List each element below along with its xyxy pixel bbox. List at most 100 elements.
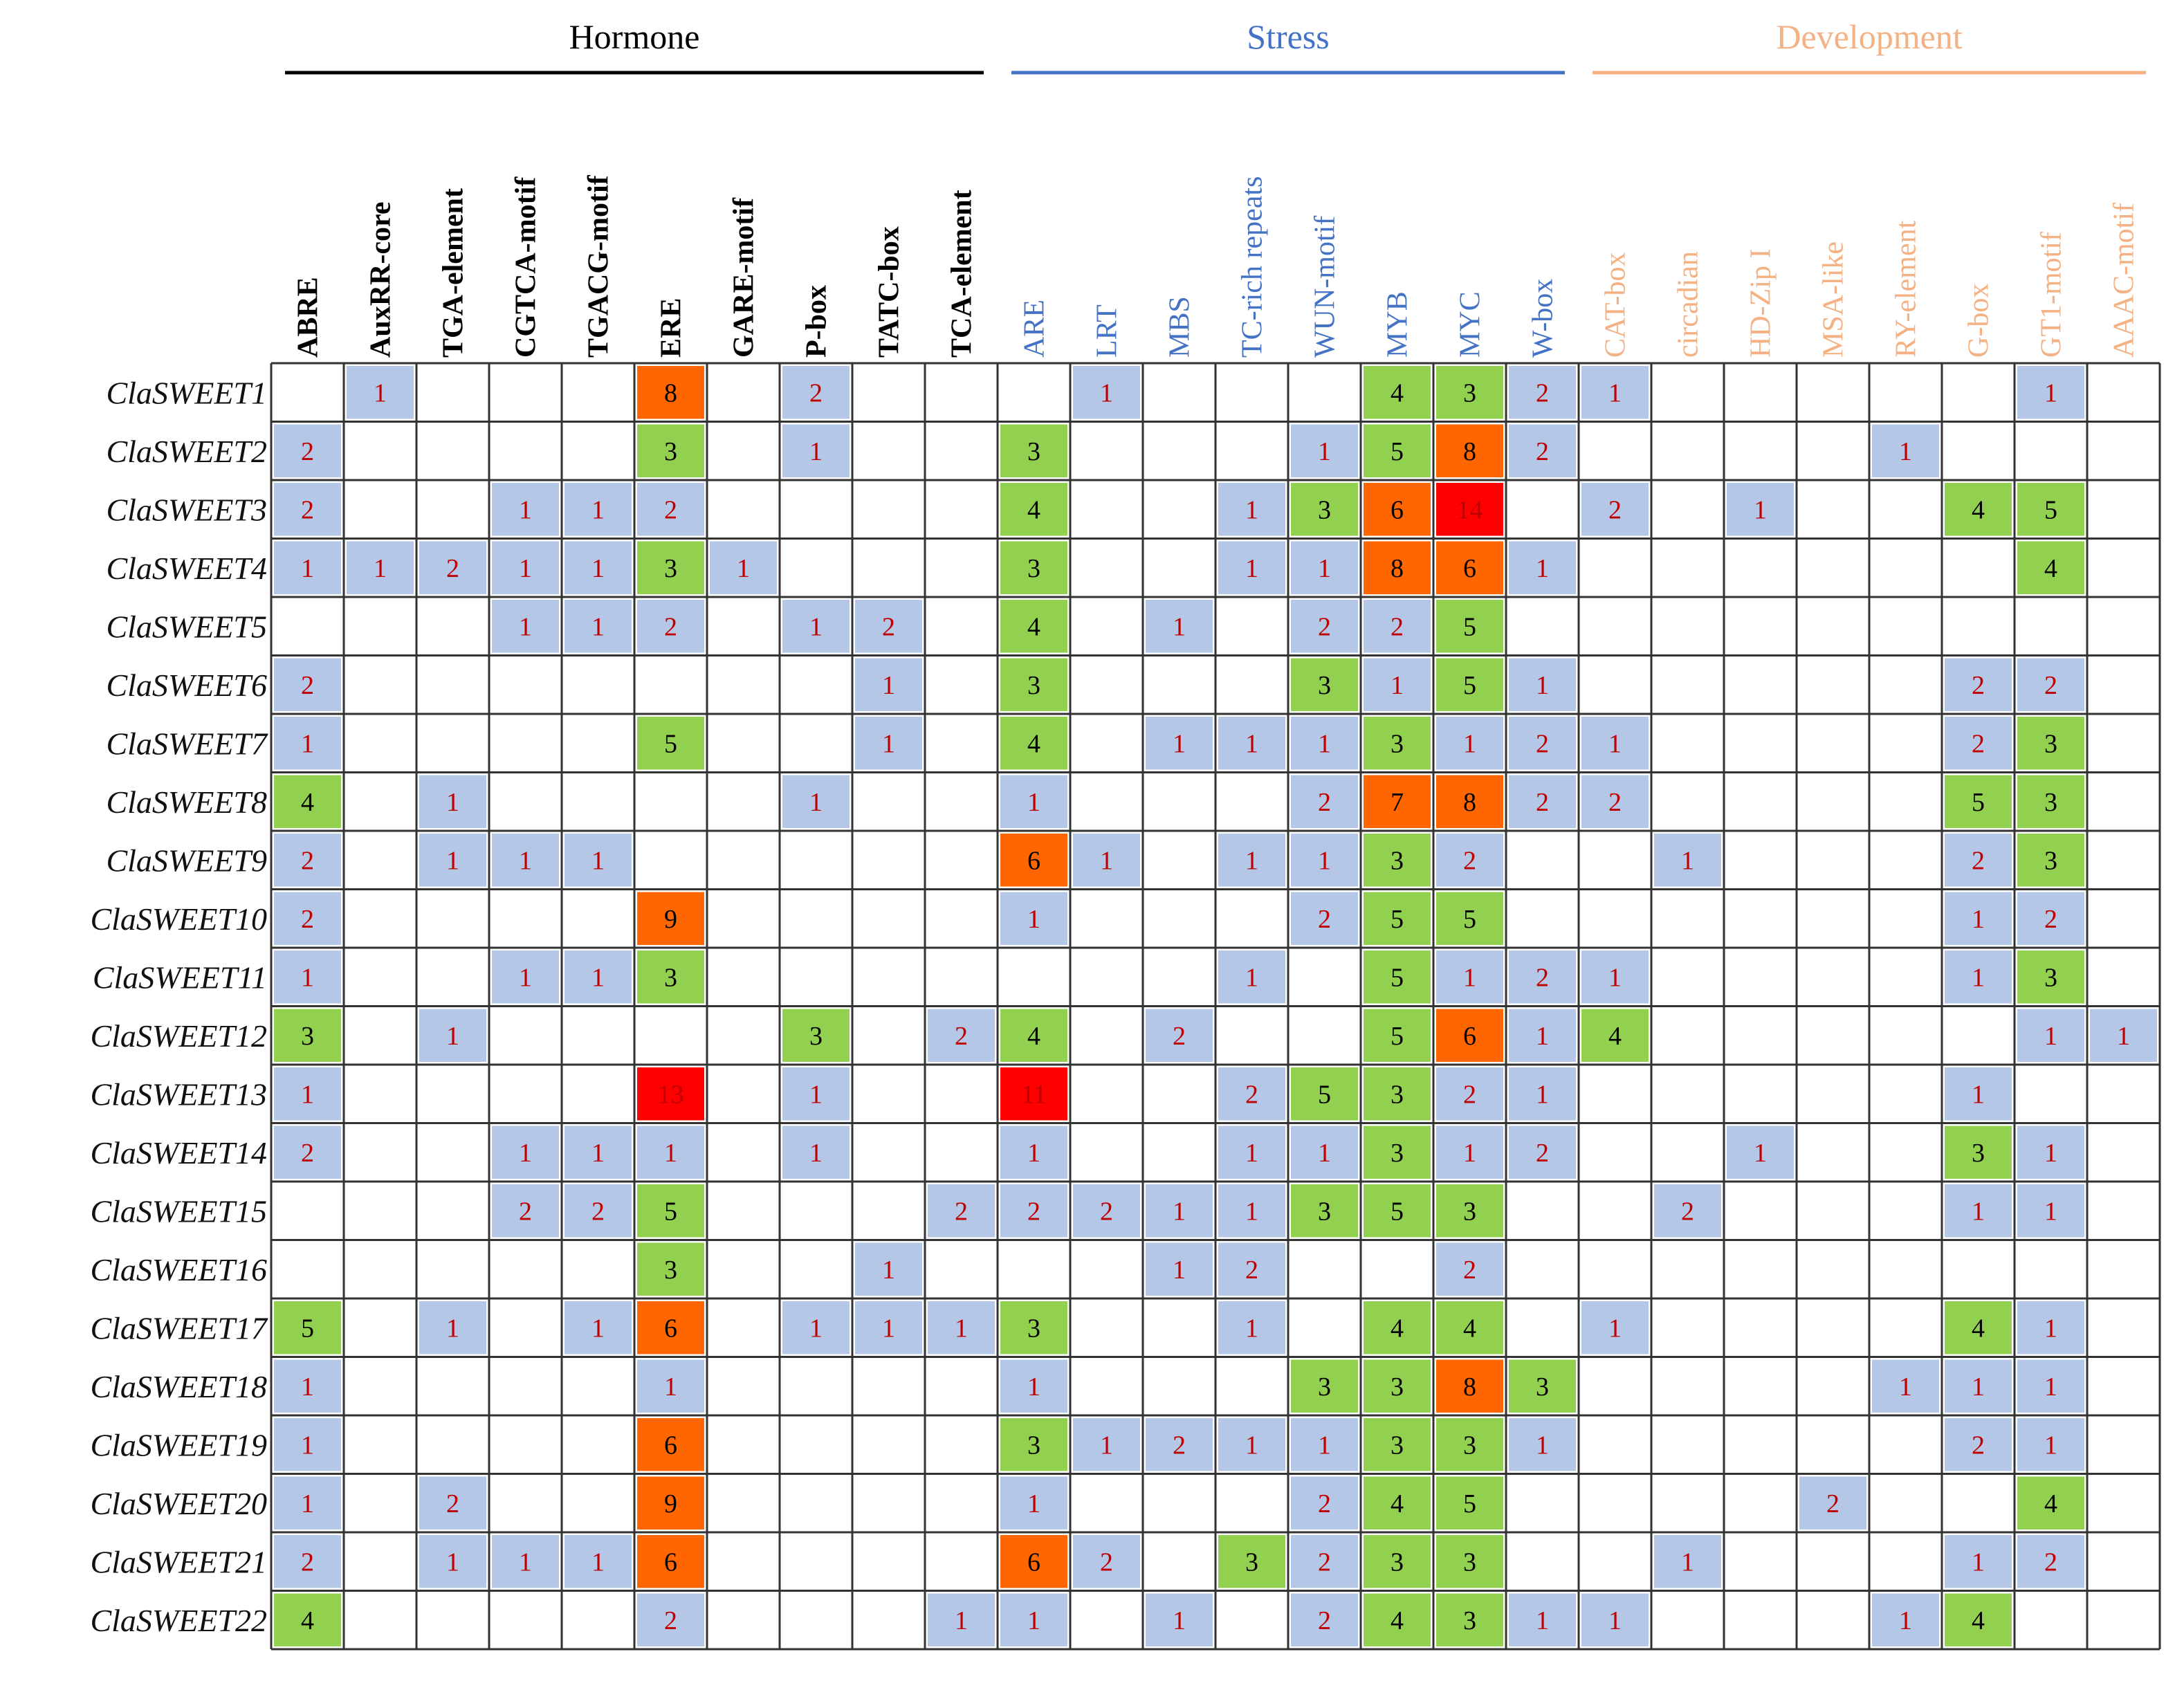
cell-clasweet13-myc xyxy=(1436,1067,1503,1121)
cell-value: 1 xyxy=(1245,1314,1258,1343)
cell-value: 4 xyxy=(1463,1314,1476,1343)
cell-clasweet3-myc xyxy=(1436,483,1503,536)
cell-value: 8 xyxy=(1463,1372,1476,1402)
cell-value: 1 xyxy=(1245,963,1258,992)
cell-clasweet5-myc xyxy=(1436,600,1503,653)
cell-value: 5 xyxy=(1972,788,1985,817)
cell-clasweet15-mbs xyxy=(1146,1184,1213,1238)
cell-value: 4 xyxy=(2044,554,2057,583)
cell-clasweet3-g-box xyxy=(1945,483,2012,536)
cell-clasweet21-g-box xyxy=(1945,1535,2012,1588)
cell-clasweet14-hd-zip-i xyxy=(1727,1126,1794,1179)
cell-clasweet22-cat-box xyxy=(1581,1593,1649,1646)
cell-clasweet12-tca-element xyxy=(928,1009,995,1062)
cell-value: 4 xyxy=(1027,1022,1040,1051)
cell-clasweet19-lrt xyxy=(1073,1418,1140,1471)
cell-clasweet4-myb xyxy=(1364,541,1431,594)
cell-clasweet3-wun-motif xyxy=(1291,483,1358,536)
cell-value: 1 xyxy=(809,612,823,641)
cell-value: 1 xyxy=(955,1606,968,1635)
cell-value: 2 xyxy=(1826,1489,1839,1518)
column-label-ry-element: RY-element xyxy=(1891,220,1923,358)
cell-value: 2 xyxy=(2044,671,2057,700)
cell-clasweet7-g-box xyxy=(1945,717,2012,770)
cell-value: 1 xyxy=(519,846,532,875)
cell-value: 2 xyxy=(1536,437,1549,466)
cell-clasweet13-ere xyxy=(637,1067,704,1121)
cell-clasweet9-lrt xyxy=(1073,834,1140,887)
cell-clasweet21-ere xyxy=(637,1535,704,1588)
cell-clasweet18-ry-element xyxy=(1872,1359,1939,1413)
cell-clasweet21-lrt xyxy=(1073,1535,1140,1588)
row-label-clasweet22: ClaSWEET22 xyxy=(90,1603,267,1638)
column-label-tga-element: TGA-element xyxy=(438,188,470,358)
cell-value: 2 xyxy=(301,1547,314,1577)
cell-value: 1 xyxy=(1173,729,1186,758)
cell-value: 6 xyxy=(664,1547,677,1577)
cell-clasweet4-myc xyxy=(1436,541,1503,594)
cell-clasweet14-cgtca-motif xyxy=(492,1126,559,1179)
cell-value: 1 xyxy=(1972,963,1985,992)
cell-value: 1 xyxy=(1318,729,1331,758)
row-label-clasweet14: ClaSWEET14 xyxy=(90,1135,267,1170)
cell-clasweet17-ere xyxy=(637,1301,704,1354)
column-label-cat-box: CAT-box xyxy=(1600,252,1632,358)
cell-clasweet13-tc-rich-repeats xyxy=(1218,1067,1285,1121)
cell-clasweet3-hd-zip-i xyxy=(1727,483,1794,536)
cell-clasweet12-w-box xyxy=(1509,1009,1576,1062)
cell-clasweet13-w-box xyxy=(1509,1067,1576,1121)
cell-value: 1 xyxy=(446,846,459,875)
cell-value: 2 xyxy=(301,495,314,524)
cell-clasweet2-w-box xyxy=(1509,424,1576,477)
cell-value: 2 xyxy=(1972,729,1985,758)
cell-value: 1 xyxy=(882,1256,895,1285)
cell-clasweet6-wun-motif xyxy=(1291,658,1358,711)
cell-value: 4 xyxy=(1027,729,1040,758)
cell-value: 1 xyxy=(809,1080,823,1109)
cell-value: 2 xyxy=(301,671,314,700)
cell-value: 4 xyxy=(1391,1606,1404,1635)
cell-value: 6 xyxy=(1391,495,1404,524)
cell-value: 1 xyxy=(519,963,532,992)
column-label-circadian: circadian xyxy=(1673,251,1705,358)
cell-value: 4 xyxy=(1391,1314,1404,1343)
cell-clasweet4-abre xyxy=(274,541,341,594)
cell-clasweet15-circadian xyxy=(1654,1184,1721,1238)
cell-value: 1 xyxy=(519,495,532,524)
cell-clasweet19-wun-motif xyxy=(1291,1418,1358,1471)
cell-value: 3 xyxy=(1027,554,1040,583)
cell-value: 1 xyxy=(446,1314,459,1343)
cell-value: 2 xyxy=(301,437,314,466)
cell-clasweet1-lrt xyxy=(1073,366,1140,419)
cell-value: 3 xyxy=(1245,1547,1258,1577)
cell-value: 1 xyxy=(1972,905,1985,934)
cell-value: 1 xyxy=(1027,1606,1040,1635)
cell-clasweet17-tga-element xyxy=(419,1301,486,1354)
cell-value: 1 xyxy=(1245,495,1258,524)
cell-value: 2 xyxy=(664,612,677,641)
cell-value: 4 xyxy=(1972,1606,1985,1635)
cell-clasweet1-ere xyxy=(637,366,704,419)
cell-value: 1 xyxy=(301,554,314,583)
cell-clasweet15-ere xyxy=(637,1184,704,1238)
cell-value: 1 xyxy=(882,729,895,758)
cell-value: 2 xyxy=(1391,612,1404,641)
group-title-stress: Stress xyxy=(1247,17,1329,56)
cell-value: 1 xyxy=(591,963,605,992)
cell-value: 2 xyxy=(1173,1431,1186,1460)
column-label-tc-rich-repeats: TC-rich repeats xyxy=(1237,176,1269,358)
row-label-clasweet8: ClaSWEET8 xyxy=(106,784,267,820)
cell-value: 3 xyxy=(1972,1139,1985,1168)
cell-clasweet13-myb xyxy=(1364,1067,1431,1121)
cell-clasweet4-ere xyxy=(637,541,704,594)
cell-clasweet9-tc-rich-repeats xyxy=(1218,834,1285,887)
cell-clasweet7-myb xyxy=(1364,717,1431,770)
cell-clasweet13-are xyxy=(1000,1067,1067,1121)
cell-value: 1 xyxy=(591,495,605,524)
cell-value: 3 xyxy=(2044,729,2057,758)
row-label-clasweet19: ClaSWEET19 xyxy=(90,1427,267,1462)
cell-value: 1 xyxy=(809,1139,823,1168)
cell-value: 1 xyxy=(2044,378,2057,407)
cell-value: 1 xyxy=(301,729,314,758)
cell-clasweet9-tgacg-motif xyxy=(565,834,632,887)
